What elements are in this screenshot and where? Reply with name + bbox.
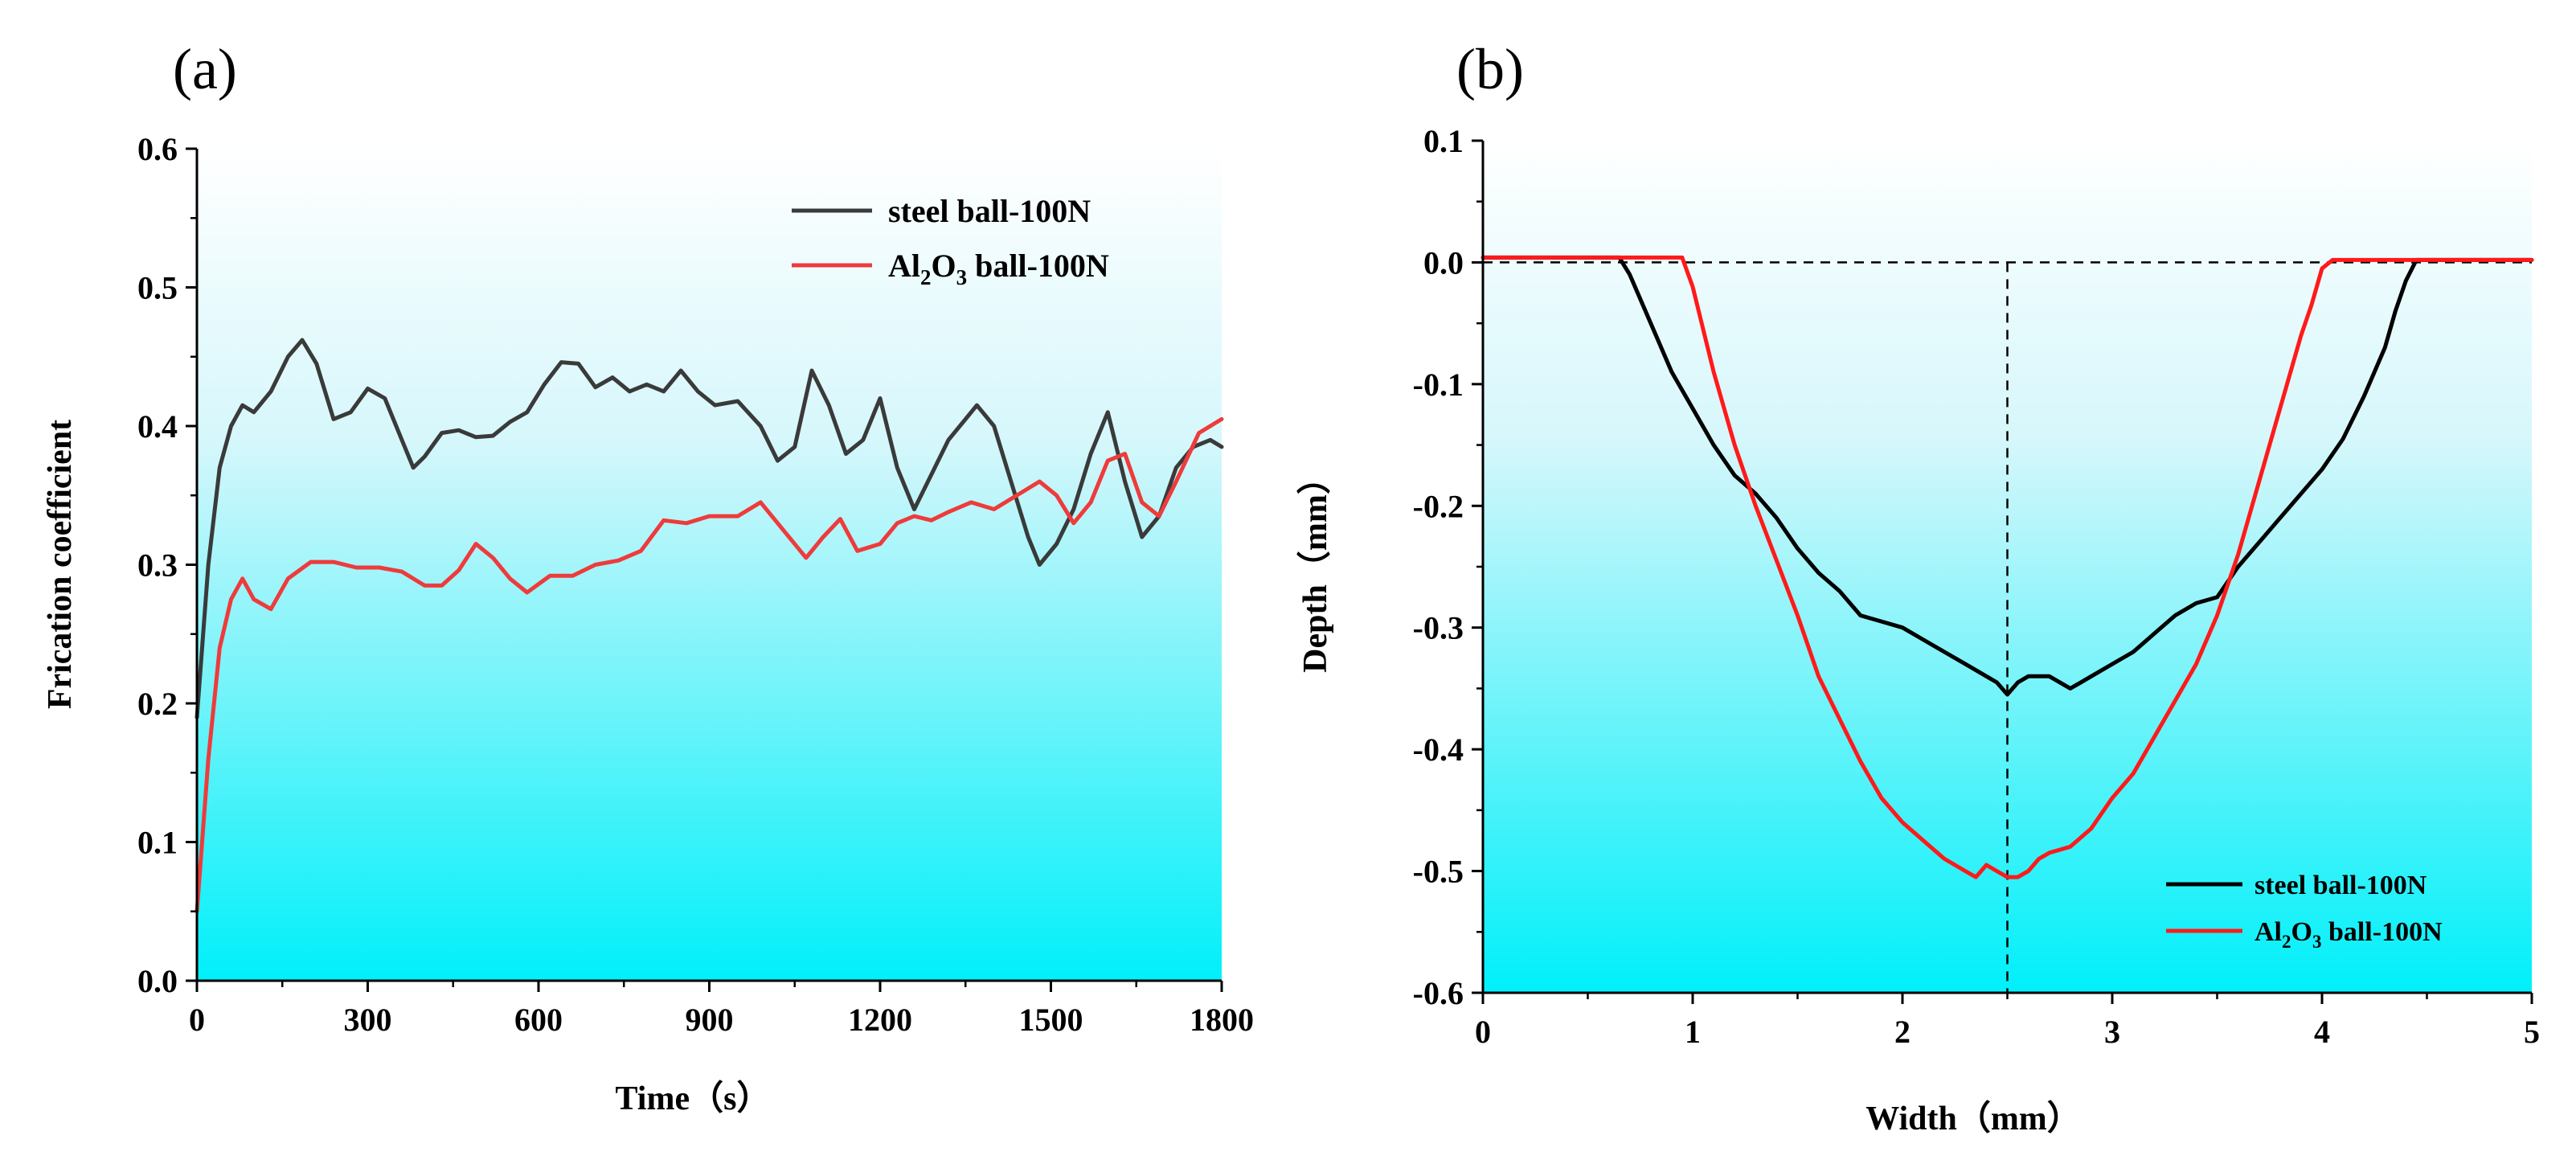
- y-tick-label: -0.2: [1413, 488, 1464, 524]
- legend-label-steel-ball: steel ball-100N: [2255, 871, 2427, 900]
- y-tick-label: 0.0: [137, 963, 178, 999]
- legend-subscript: 2: [920, 265, 932, 289]
- x-tick-label: 0: [189, 1002, 205, 1038]
- x-tick-label: 900: [686, 1002, 734, 1038]
- x-tick-label: 300: [344, 1002, 392, 1038]
- y-tick-label: 0.4: [137, 408, 178, 445]
- x-tick-label: 5: [2524, 1014, 2540, 1050]
- legend-label-steel-ball: steel ball-100N: [888, 193, 1091, 229]
- y-tick-label: 0.2: [137, 686, 178, 722]
- series-line-steel-ball: [195, 338, 1224, 719]
- legend: steel ball-100N Al2O3 ball-100N: [2166, 871, 2443, 952]
- x-tick-label: 3: [2104, 1014, 2120, 1050]
- legend-subscript: 3: [2312, 932, 2322, 952]
- panel-label: (a): [173, 37, 237, 101]
- x-tick-label: 4: [2314, 1014, 2330, 1050]
- y-axis-title: Frication coefficient: [42, 420, 79, 709]
- y-tick-label: -0.3: [1413, 610, 1464, 646]
- x-tick-label: 2: [1894, 1014, 1910, 1050]
- y-tick-label: 0.1: [1423, 123, 1464, 159]
- panel-label: (b): [1456, 37, 1524, 101]
- legend: steel ball-100N Al2O3 ball-100N: [792, 193, 1109, 289]
- legend-text-part: Al: [2255, 917, 2282, 947]
- legend-text-part: O: [2291, 917, 2312, 947]
- y-tick-label: 0.1: [137, 825, 178, 861]
- legend-label-al2o3-ball: Al2O3 ball-100N: [2255, 917, 2443, 952]
- legend-text-part: O: [932, 248, 956, 284]
- legend-text-part: Al: [888, 248, 920, 284]
- legend-text-part: ball-100N: [967, 248, 1109, 284]
- x-axis-title: Time（s）: [616, 1080, 771, 1117]
- x-tick-label: 0: [1475, 1014, 1491, 1050]
- series-line-al2o3-ball: [195, 416, 1224, 914]
- y-axis-title: Depth（mm）: [1296, 461, 1334, 673]
- chart-panel-a: 0 300 600 900 1200 1500 1800 0.0 0.1 0.2 0.3 0.4 0.5…: [42, 37, 1254, 1117]
- y-tick-label: 0.0: [1423, 244, 1464, 281]
- y-tick-label: 0.5: [137, 270, 178, 306]
- x-tick-label: 1: [1685, 1014, 1701, 1050]
- x-tick-label: 1500: [1019, 1002, 1083, 1038]
- y-tick-label: -0.6: [1413, 975, 1464, 1011]
- y-tick-label: -0.4: [1413, 732, 1464, 768]
- series-line-steel-ball: [1480, 255, 2534, 697]
- y-tick-label: -0.1: [1413, 367, 1464, 403]
- y-tick-label: 0.6: [137, 131, 178, 167]
- legend-subscript: 2: [2282, 932, 2291, 952]
- legend-text-part: ball-100N: [2321, 917, 2443, 947]
- y-tick-label: 0.3: [137, 547, 178, 584]
- series-line-al2o3-ball: [1480, 255, 2534, 879]
- chart-panel-b: 0 1 2 3 4 5 0.1 0.0 -0.1 -0.2 -0.3 -0.4 -0.5 -0.6 (b) W…: [1296, 37, 2540, 1137]
- plot-background: [197, 149, 1222, 981]
- legend-label-al2o3-ball: Al2O3 ball-100N: [888, 248, 1109, 289]
- x-tick-label: 1200: [848, 1002, 912, 1038]
- y-tick-label: -0.5: [1413, 854, 1464, 890]
- x-tick-label: 600: [514, 1002, 563, 1038]
- x-tick-label: 1800: [1190, 1002, 1254, 1038]
- x-axis-title: Width（mm）: [1865, 1100, 2081, 1137]
- legend-subscript: 3: [956, 265, 968, 289]
